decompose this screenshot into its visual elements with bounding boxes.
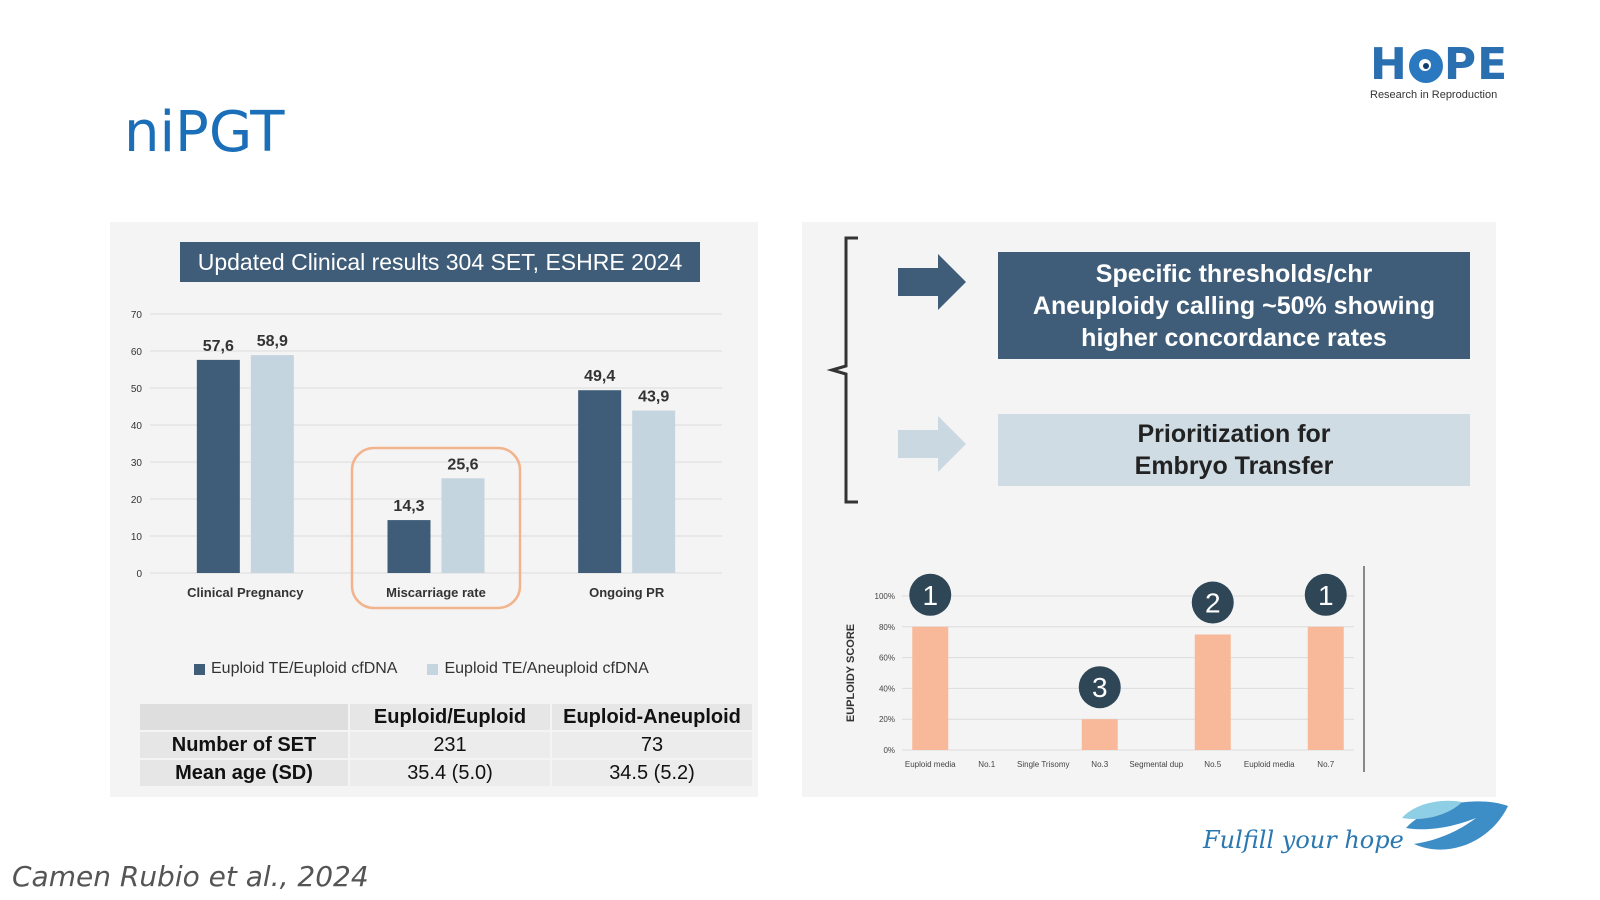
cell-age-euploid: 35.4 (5.0)	[350, 760, 550, 786]
y-tick-label: 20%	[879, 715, 895, 724]
set-stats-table: Euploid/Euploid Euploid-Aneuploid Number…	[138, 702, 754, 788]
y-tick-label: 80%	[879, 623, 895, 632]
arrow-right-icon-dark	[898, 254, 966, 310]
cell-number-euploid: 231	[350, 732, 550, 758]
bar	[387, 520, 431, 573]
rank-label: 1	[1318, 580, 1334, 611]
y-tick-label: 70	[131, 310, 143, 321]
rank-badge	[1078, 666, 1121, 709]
thresholds-box: Specific thresholds/chr Aneuploidy calli…	[998, 252, 1470, 359]
rank-label: 3	[1092, 672, 1108, 703]
rank-badge	[1304, 573, 1347, 616]
x-tick-label: No.7	[1317, 760, 1334, 769]
table-row: Mean age (SD) 35.4 (5.0) 34.5 (5.2)	[140, 760, 752, 786]
euploidy-score-chart: 0% 20% 40% 60% 80% 100% EUPLOIDY SCORE Euploid …	[845, 566, 1365, 772]
leaf-logo-icon	[1402, 800, 1508, 850]
citation: Camen Rubio et al., 2024	[12, 860, 369, 893]
legend-swatch-light	[427, 663, 439, 675]
y-tick-label: 20	[131, 495, 143, 506]
clinical-results-panel: Updated Clinical results 304 SET, ESHRE …	[110, 222, 758, 797]
legend-label-aneuploid: Euploid TE/Aneuploid cfDNA	[444, 660, 649, 677]
y-axis-title: EUPLOIDY SCORE	[845, 624, 857, 722]
bar	[196, 359, 240, 573]
x-tick-label: Segmental dup	[1129, 760, 1183, 769]
slide-title: niPGT	[124, 100, 285, 165]
x-tick-label: No.5	[1204, 760, 1221, 769]
bar	[912, 626, 949, 750]
bar-value-label: 43,9	[638, 389, 669, 406]
rank-label: 1	[922, 580, 938, 611]
x-tick-label: Euploid media	[1244, 760, 1295, 769]
niPGT-approach-panel: Specific thresholds/chr Aneuploidy calli…	[802, 222, 1496, 797]
cell-number-aneuploid: 73	[552, 732, 752, 758]
footer-tagline: Fulfill your hope	[1203, 826, 1404, 854]
table-corner	[140, 704, 348, 730]
table-header-aneuploid: Euploid-Aneuploid	[552, 704, 752, 730]
y-tick-label: 0%	[883, 746, 895, 755]
bar-value-label: 58,9	[257, 333, 288, 350]
bar	[441, 478, 485, 573]
y-tick-label: 40%	[879, 684, 895, 693]
x-tick-label: Clinical Pregnancy	[187, 585, 304, 600]
y-tick-label: 60%	[879, 654, 895, 663]
row-label-number: Number of SET	[140, 732, 348, 758]
prioritization-box: Prioritization for Embryo Transfer	[998, 414, 1470, 486]
results-banner: Updated Clinical results 304 SET, ESHRE …	[180, 242, 700, 282]
chart-legend: Euploid TE/Euploid cfDNA Euploid TE/Aneu…	[194, 660, 649, 678]
x-tick-label: No.3	[1091, 760, 1108, 769]
table-row: Number of SET 231 73	[140, 732, 752, 758]
x-tick-label: Single Trisomy	[1017, 760, 1069, 769]
y-tick-label: 0	[136, 569, 142, 580]
cell-age-aneuploid: 34.5 (5.2)	[552, 760, 752, 786]
bar	[632, 410, 676, 573]
bar-value-label: 49,4	[584, 368, 615, 385]
logo-letter-h: H	[1370, 39, 1408, 90]
thresholds-line-1: Specific thresholds/chr	[1095, 259, 1373, 288]
prioritization-line-1: Prioritization for	[1137, 420, 1331, 448]
logo-subtitle: Research in Reproduction	[1370, 89, 1498, 101]
x-tick-label: Miscarriage rate	[386, 585, 486, 600]
thresholds-line-3: higher concordance rates	[1081, 323, 1387, 352]
bar	[1194, 634, 1231, 750]
legend-label-euploid: Euploid TE/Euploid cfDNA	[211, 660, 398, 677]
bar	[1081, 719, 1118, 750]
x-tick-label: Euploid media	[905, 760, 956, 769]
y-tick-label: 10	[131, 532, 143, 543]
x-tick-label: No.1	[978, 760, 995, 769]
legend-swatch-dark	[194, 663, 205, 675]
rank-label: 2	[1205, 588, 1221, 619]
bar	[250, 355, 294, 573]
y-tick-label: 40	[131, 421, 143, 432]
logo-letters-pe: PE	[1443, 39, 1509, 90]
curly-brace-icon	[826, 236, 858, 504]
hope-logo: H PE Research in Reproduction	[1370, 40, 1510, 110]
bar-value-label: 14,3	[393, 498, 424, 515]
rank-badge	[909, 573, 952, 616]
legend-item-euploid: Euploid TE/Euploid cfDNA	[194, 660, 397, 678]
prioritization-line-2: Embryo Transfer	[1134, 452, 1334, 480]
y-tick-label: 30	[131, 458, 143, 469]
thresholds-line-2: Aneuploidy calling ~50% showing	[1032, 291, 1436, 320]
legend-item-aneuploid: Euploid TE/Aneuploid cfDNA	[427, 660, 649, 678]
highlight-box	[350, 446, 522, 610]
table-header-row: Euploid/Euploid Euploid-Aneuploid	[140, 704, 752, 730]
row-label-age: Mean age (SD)	[140, 760, 348, 786]
y-tick-label: 100%	[875, 592, 895, 601]
clinical-results-chart: 0 10 20 30 40 50 60 70 57,6 58,9 Clinical Pregnanc…	[131, 310, 722, 610]
bar-value-label: 57,6	[203, 338, 234, 355]
x-tick-label: Ongoing PR	[589, 585, 665, 600]
bar-value-label: 25,6	[447, 456, 478, 473]
y-tick-label: 50	[131, 384, 143, 395]
arrow-right-icon-light	[898, 416, 966, 472]
table-header-euploid: Euploid/Euploid	[350, 704, 550, 730]
y-tick-label: 60	[131, 347, 143, 358]
rank-badge	[1191, 581, 1234, 624]
bar	[1307, 626, 1344, 750]
bar	[578, 390, 622, 573]
logo-wordmark: H PE	[1370, 40, 1508, 90]
eye-icon	[1408, 49, 1443, 83]
